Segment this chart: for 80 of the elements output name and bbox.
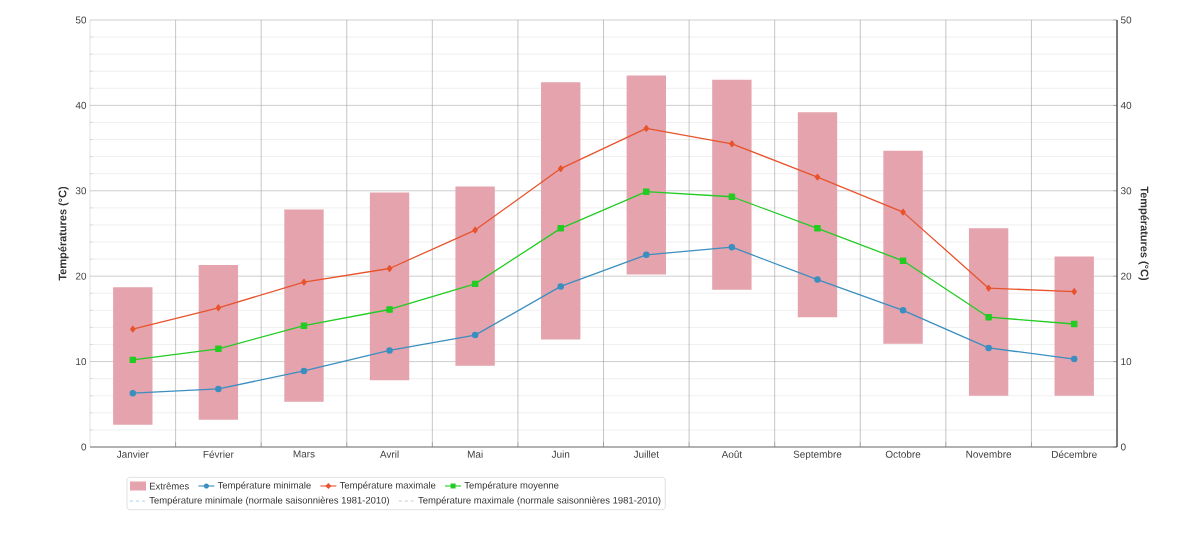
bar [626, 75, 666, 275]
bar [113, 287, 153, 425]
point [301, 278, 307, 286]
point [215, 304, 222, 312]
legend-label: Température moyenne [464, 481, 559, 491]
bar [712, 79, 752, 290]
bar [883, 150, 923, 344]
bar [1054, 256, 1094, 396]
x-tick-label: Décembre [1052, 450, 1097, 458]
point [557, 165, 564, 173]
y-tick-label: 0 [81, 443, 87, 451]
y-tick-label: 10 [76, 358, 87, 366]
point [814, 225, 821, 232]
legend-label: Température minimale [217, 481, 311, 491]
legend-label: Extrêmes [149, 482, 189, 490]
point [129, 389, 137, 397]
point [643, 125, 650, 132]
y2-tick-label: 20 [1121, 272, 1132, 280]
legend-label: Température minimale (normale saisonnières 1981-2010) [149, 496, 389, 506]
point [643, 188, 650, 195]
point [386, 265, 393, 272]
point [814, 173, 821, 181]
point [471, 280, 479, 288]
point [728, 243, 736, 251]
point [300, 322, 308, 329]
x-tick-label: Août [721, 450, 743, 458]
point [300, 367, 308, 375]
x-tick-label: Février [203, 450, 234, 458]
legend-label: Température maximale (normale saisonnières 1981-2010) [418, 496, 661, 506]
point [130, 325, 136, 333]
bar [198, 265, 239, 420]
y-axis-title: Températures (°C) [58, 186, 69, 281]
point [215, 385, 222, 393]
point [557, 225, 564, 232]
point [386, 347, 393, 354]
point [985, 284, 992, 292]
y-tick-label: 30 [75, 187, 87, 195]
bar [455, 186, 495, 366]
y-tick-label: 40 [75, 101, 87, 109]
bar [797, 112, 838, 318]
y2-tick-label: 0 [1120, 443, 1126, 451]
point [985, 313, 992, 321]
x-tick-label: Octobre [885, 450, 921, 458]
point [728, 193, 736, 200]
x-tick-label: Juin [551, 450, 570, 458]
bar [369, 192, 410, 381]
point [215, 345, 222, 353]
bar [541, 82, 581, 340]
x-tick-label: Avril [379, 450, 399, 458]
point [899, 257, 907, 265]
x-tick-label: Juillet [633, 450, 659, 458]
y-tick-label: 50 [75, 16, 87, 24]
point [1071, 288, 1077, 295]
y2-tick-label: 30 [1120, 187, 1132, 195]
y2-axis-title: Températures (°C) [1138, 186, 1149, 281]
point [386, 306, 393, 313]
point [471, 331, 479, 339]
point [729, 140, 735, 148]
point [129, 356, 137, 364]
bar [968, 228, 1009, 396]
point [557, 283, 564, 290]
y2-tick-label: 40 [1120, 101, 1132, 109]
y-tick-label: 20 [75, 272, 87, 280]
x-tick-label: Janvier [116, 450, 149, 458]
point [472, 226, 478, 234]
y2-tick-label: 50 [1120, 16, 1132, 24]
x-tick-label: Mars [293, 450, 315, 458]
point [814, 276, 821, 283]
point [1070, 320, 1078, 328]
legend-label: Température maximale [339, 481, 436, 491]
bar [284, 209, 324, 402]
x-tick-label: Septembre [793, 450, 842, 460]
point [985, 344, 992, 352]
point [899, 307, 907, 314]
point [900, 208, 906, 216]
point [1070, 355, 1078, 363]
y2-tick-label: 10 [1121, 358, 1132, 366]
point [643, 251, 650, 259]
x-tick-label: Mai [467, 450, 483, 458]
x-tick-label: Novembre [966, 450, 1012, 458]
